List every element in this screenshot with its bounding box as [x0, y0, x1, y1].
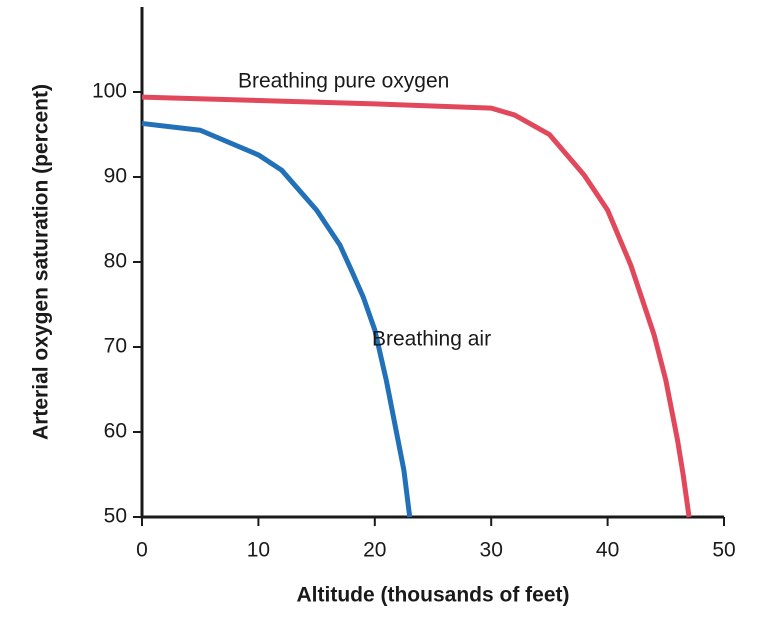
y-tick-label: 60 [104, 420, 127, 443]
series-label: Breathing air [372, 328, 491, 351]
x-tick-label: 10 [247, 539, 270, 562]
y-tick-label: 80 [104, 250, 127, 273]
y-axis-title: Arterial oxygen saturation (percent) [30, 84, 53, 440]
y-tick-label: 100 [92, 80, 127, 103]
line-series [141, 94, 692, 518]
y-tick-label: 90 [104, 165, 127, 188]
x-tick-label: 20 [363, 539, 386, 562]
x-tick-label: 50 [712, 539, 735, 562]
y-tick-label: 50 [104, 505, 127, 528]
x-tick-label: 30 [480, 539, 503, 562]
x-axis-title: Altitude (thousands of feet) [297, 584, 570, 607]
y-tick-label: 70 [104, 335, 127, 358]
x-tick-label: 40 [596, 539, 619, 562]
series-label: Breathing pure oxygen [238, 70, 449, 93]
x-tick-label: 0 [136, 539, 148, 562]
line-series [141, 120, 413, 518]
